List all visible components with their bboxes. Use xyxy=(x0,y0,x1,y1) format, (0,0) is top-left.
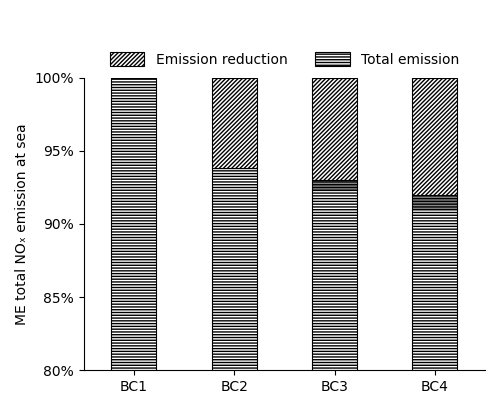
Bar xyxy=(112,78,156,370)
Bar xyxy=(212,169,257,370)
Y-axis label: ME total NOₓ emission at sea: ME total NOₓ emission at sea xyxy=(15,123,29,325)
Bar xyxy=(412,78,458,195)
Bar xyxy=(312,180,357,190)
Bar xyxy=(212,78,257,169)
Bar xyxy=(312,78,357,180)
Bar xyxy=(412,195,458,209)
Legend: Emission reduction, Total emission: Emission reduction, Total emission xyxy=(104,47,465,72)
Bar xyxy=(312,190,357,370)
Bar xyxy=(412,209,458,370)
